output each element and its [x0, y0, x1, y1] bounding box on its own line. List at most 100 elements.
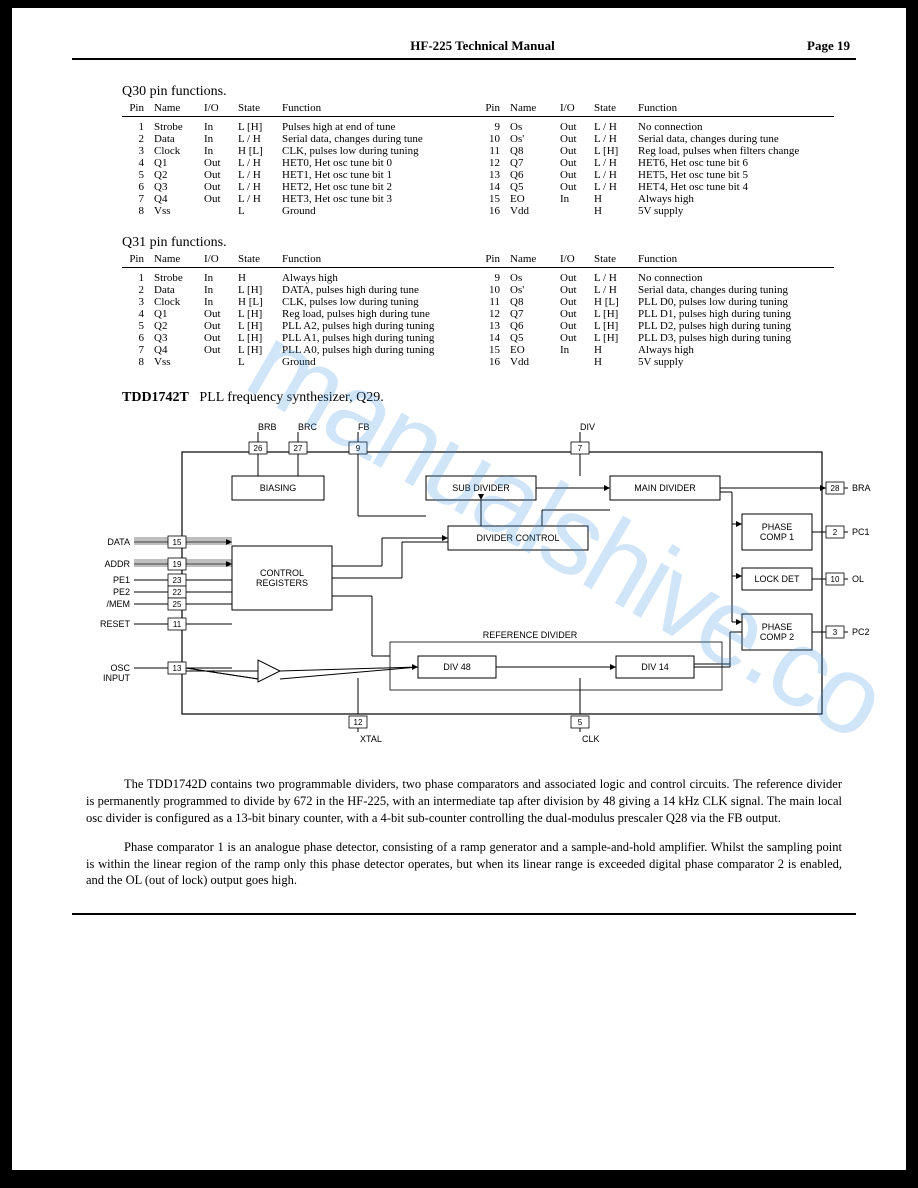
- diagram-svg: BIASING SUB DIVIDER MAIN DIVIDER DIVIDER CO…: [82, 416, 882, 756]
- q31-right: Pin Name I/O State Function 9OsOutL / HN…: [478, 253, 834, 368]
- table-row: 14Q5OutL [H]PLL D3, pulses high during t…: [478, 332, 834, 344]
- svg-text:CONTROL: CONTROL: [260, 568, 304, 578]
- footer-rule: [72, 913, 856, 915]
- table-row: 3ClockInH [L]CLK, pulses low during tuni…: [122, 145, 478, 157]
- q31-left: Pin Name I/O State Function 1StrobeInHAl…: [122, 253, 478, 368]
- table-row: 15EOInHAlways high: [478, 193, 834, 205]
- table-row: 9OsOutL / HNo connection: [478, 272, 834, 284]
- table-row: 7Q4OutL [H]PLL A0, pulses high during tu…: [122, 344, 478, 356]
- svg-text:ADDR: ADDR: [104, 559, 130, 569]
- table-row: 5Q2OutL [H]PLL A2, pulses high during tu…: [122, 320, 478, 332]
- q30-right-body: 9OsOutL / HNo connection10Os'OutL / HSer…: [478, 121, 834, 217]
- svg-text:DIV 14: DIV 14: [641, 662, 669, 672]
- svg-text:22: 22: [173, 588, 182, 597]
- page: HF-225 Technical Manual Page 19 Q30 pin …: [0, 0, 918, 1188]
- q30-table: Pin Name I/O State Function 1StrobeInL […: [122, 102, 856, 217]
- header-rule: [72, 58, 856, 60]
- hdr-io: I/O: [204, 102, 238, 117]
- table-row: 12Q7OutL / HHET6, Het osc tune bit 6: [478, 157, 834, 169]
- svg-text:CLK: CLK: [582, 734, 600, 744]
- table-row: 1StrobeInL [H]Pulses high at end of tune: [122, 121, 478, 133]
- svg-text:XTAL: XTAL: [360, 734, 382, 744]
- q30-title: Q30 pin functions.: [122, 84, 856, 100]
- svg-text:RESET: RESET: [100, 619, 131, 629]
- table-row: 3ClockInH [L]CLK, pulses low during tuni…: [122, 296, 478, 308]
- table-row: 14Q5OutL / HHET4, Het osc tune bit 4: [478, 181, 834, 193]
- table-row: 8VssLGround: [122, 356, 478, 368]
- svg-text:REGISTERS: REGISTERS: [256, 578, 308, 588]
- svg-text:26: 26: [254, 444, 263, 453]
- svg-text:DIVIDER CONTROL: DIVIDER CONTROL: [476, 533, 559, 543]
- svg-text:COMP 1: COMP 1: [760, 532, 794, 542]
- table-row: 5Q2OutL / HHET1, Het osc tune bit 1: [122, 169, 478, 181]
- svg-text:BRB: BRB: [258, 422, 277, 432]
- svg-text:PC1: PC1: [852, 527, 870, 537]
- hdr-name: Name: [154, 102, 204, 117]
- svg-text:PE1: PE1: [113, 575, 130, 585]
- page-number: Page 19: [807, 38, 850, 54]
- svg-text:27: 27: [294, 444, 303, 453]
- svg-text:BRC: BRC: [298, 422, 318, 432]
- block-diagram: BIASING SUB DIVIDER MAIN DIVIDER DIVIDER CO…: [82, 416, 846, 766]
- svg-text:PC2: PC2: [852, 627, 870, 637]
- svg-text:OSC: OSC: [110, 663, 130, 673]
- q31-left-body: 1StrobeInHAlways high2DataInL [H]DATA, p…: [122, 272, 478, 368]
- table-row: 10Os'OutL / HSerial data, changes during…: [478, 133, 834, 145]
- hdr-func: Function: [282, 102, 478, 117]
- svg-text:25: 25: [173, 600, 182, 609]
- table-row: 11Q8OutH [L]PLL D0, pulses low during tu…: [478, 296, 834, 308]
- svg-text:5: 5: [578, 718, 583, 727]
- svg-text:PHASE: PHASE: [762, 622, 793, 632]
- q30-right: Pin Name I/O State Function 9OsOutL / HN…: [478, 102, 834, 217]
- table-row: 6Q3OutL [H]PLL A1, pulses high during tu…: [122, 332, 478, 344]
- svg-text:28: 28: [831, 484, 840, 493]
- svg-text:15: 15: [173, 538, 182, 547]
- table-row: 16VddH5V supply: [478, 356, 834, 368]
- svg-text:10: 10: [831, 575, 840, 584]
- paragraph-2: Phase comparator 1 is an analogue phase …: [86, 839, 842, 890]
- chip-desc: PLL frequency synthesizer, Q29.: [199, 390, 383, 405]
- svg-text:PE2: PE2: [113, 587, 130, 597]
- table-row: 13Q6OutL / HHET5, Het osc tune bit 5: [478, 169, 834, 181]
- chip-name: TDD1742T: [122, 390, 189, 405]
- table-row: 15EOInHAlways high: [478, 344, 834, 356]
- header-title: HF-225 Technical Manual: [158, 38, 807, 54]
- svg-text:BRA: BRA: [852, 483, 871, 493]
- hdr-pin: Pin: [122, 102, 154, 117]
- svg-text:2: 2: [833, 528, 838, 537]
- q31-table: Pin Name I/O State Function 1StrobeInHAl…: [122, 253, 856, 368]
- svg-text:3: 3: [833, 628, 838, 637]
- table-row: 11Q8OutL [H]Reg load, pulses when filter…: [478, 145, 834, 157]
- svg-text:DIV 48: DIV 48: [443, 662, 471, 672]
- body-text: The TDD1742D contains two programmable d…: [86, 776, 842, 889]
- svg-text:LOCK DET: LOCK DET: [754, 574, 800, 584]
- svg-text:COMP 2: COMP 2: [760, 632, 794, 642]
- table-row: 6Q3OutL / HHET2, Het osc tune bit 2: [122, 181, 478, 193]
- svg-text:INPUT: INPUT: [103, 673, 131, 683]
- svg-text:7: 7: [578, 444, 583, 453]
- table-row: 12Q7OutL [H]PLL D1, pulses high during t…: [478, 308, 834, 320]
- q31-right-body: 9OsOutL / HNo connection10Os'OutL / HSer…: [478, 272, 834, 368]
- svg-text:BIASING: BIASING: [260, 483, 297, 493]
- svg-text:DIV: DIV: [580, 422, 595, 432]
- table-row: 13Q6OutL [H]PLL D2, pulses high during t…: [478, 320, 834, 332]
- svg-text:19: 19: [173, 560, 182, 569]
- svg-text:SUB DIVIDER: SUB DIVIDER: [452, 483, 510, 493]
- hdr-state: State: [238, 102, 282, 117]
- page-header: HF-225 Technical Manual Page 19: [72, 38, 856, 58]
- svg-text:MAIN DIVIDER: MAIN DIVIDER: [634, 483, 696, 493]
- table-row: 8VssLGround: [122, 205, 478, 217]
- table-row: 7Q4OutL / HHET3, Het osc tune bit 3: [122, 193, 478, 205]
- table-row: 10Os'OutL / HSerial data, changes during…: [478, 284, 834, 296]
- table-row: 16VddH5V supply: [478, 205, 834, 217]
- q30-left-body: 1StrobeInL [H]Pulses high at end of tune…: [122, 121, 478, 217]
- svg-text:OL: OL: [852, 574, 864, 584]
- svg-text:13: 13: [173, 664, 182, 673]
- svg-text:9: 9: [356, 444, 361, 453]
- svg-text:REFERENCE DIVIDER: REFERENCE DIVIDER: [483, 630, 578, 640]
- svg-text:/MEM: /MEM: [107, 599, 131, 609]
- svg-text:DATA: DATA: [107, 537, 130, 547]
- diagram-title: TDD1742T PLL frequency synthesizer, Q29.: [122, 390, 856, 406]
- table-row: 4Q1OutL / HHET0, Het osc tune bit 0: [122, 157, 478, 169]
- svg-text:12: 12: [354, 718, 363, 727]
